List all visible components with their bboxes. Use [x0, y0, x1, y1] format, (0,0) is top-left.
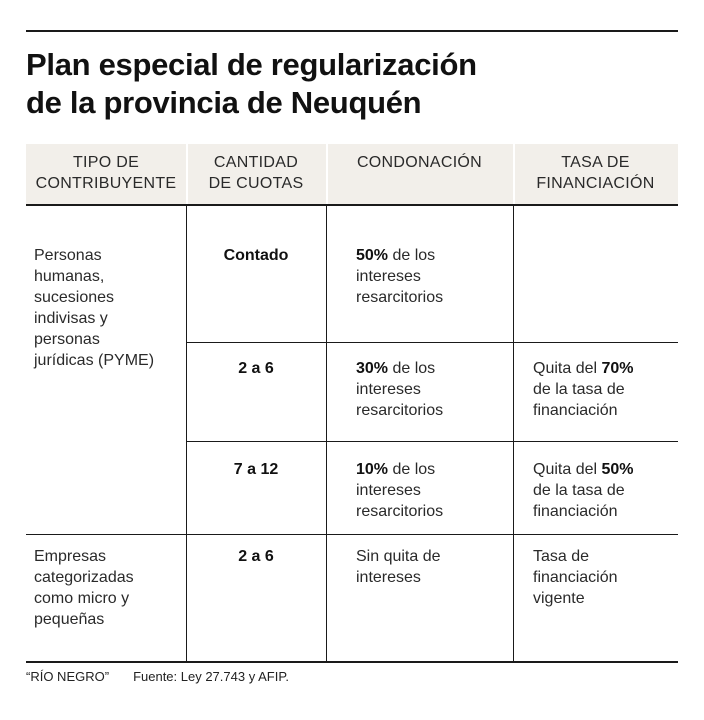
text-fragment: de los: [388, 461, 436, 478]
header-line: FINANCIACIÓN: [536, 175, 655, 192]
text-line: intereses: [356, 381, 421, 398]
title-line-1: Plan especial de regularización: [26, 47, 477, 82]
group2-condonacion: Sin quita de intereses: [356, 546, 506, 588]
text-line: jurídicas (PYME): [34, 352, 155, 369]
header-condonacion: CONDONACIÓN: [326, 152, 513, 173]
text-line: categorizadas: [34, 569, 134, 586]
percent-value: 70%: [601, 360, 634, 377]
group2-contributor-type: Empresas categorizadas como micro y pequ…: [34, 546, 184, 630]
row-divider: [186, 342, 678, 343]
row2-cuotas: 2 a 6: [238, 360, 274, 377]
text-line: 30% de los: [356, 358, 506, 379]
table-bottom-rule: [26, 661, 678, 663]
text-line: intereses: [356, 268, 421, 285]
group2-tasa: Tasa de financiación vigente: [533, 546, 673, 609]
row2-tasa: Quita del 70% de la tasa de financiación: [533, 358, 673, 421]
text-fragment: de los: [388, 360, 436, 377]
text-line: financiación: [533, 503, 618, 520]
text-fragment: de los: [388, 247, 436, 264]
text-line: Sin quita de: [356, 548, 441, 565]
text-line: Quita del 70%: [533, 358, 673, 379]
header-line: DE CUOTAS: [208, 175, 304, 192]
text-line: resarcitorios: [356, 402, 444, 419]
row3-tasa: Quita del 50% de la tasa de financiación: [533, 459, 673, 522]
column-divider: [513, 206, 514, 661]
percent-value: 50%: [601, 461, 634, 478]
title-line-2: de la provincia de Neuquén: [26, 85, 422, 120]
page-title: Plan especial de regularización de la pr…: [26, 46, 477, 122]
source-text: Fuente: Ley 27.743 y AFIP.: [133, 669, 289, 684]
regularization-table: TIPO DE CONTRIBUYENTE CANTIDAD DE CUOTAS…: [26, 144, 678, 663]
text-line: resarcitorios: [356, 289, 444, 306]
header-tipo-contribuyente: TIPO DE CONTRIBUYENTE: [26, 152, 186, 194]
credit-text: “RÍO NEGRO”: [26, 669, 110, 684]
text-line: sucesiones: [34, 289, 115, 306]
text-line: como micro y: [34, 590, 130, 607]
group-divider: [26, 534, 678, 535]
header-cantidad-cuotas: CANTIDAD DE CUOTAS: [186, 152, 326, 194]
text-line: resarcitorios: [356, 503, 444, 520]
column-divider: [186, 206, 187, 661]
header-separator: [513, 144, 515, 204]
footer: “RÍO NEGRO” Fuente: Ley 27.743 y AFIP.: [26, 669, 289, 685]
column-divider: [326, 206, 327, 661]
header-bottom-rule: [26, 204, 678, 206]
text-line: vigente: [533, 590, 585, 607]
text-line: Tasa de: [533, 548, 590, 565]
text-line: financiación: [533, 402, 618, 419]
table-header-row: [26, 144, 678, 204]
text-line: 10% de los: [356, 459, 506, 480]
row1-condonacion: 50% de los intereses resarcitorios: [356, 245, 506, 308]
header-tasa-financiacion: TASA DE FINANCIACIÓN: [513, 152, 678, 194]
text-line: humanas,: [34, 268, 105, 285]
text-line: 50% de los: [356, 245, 506, 266]
row3-cuotas: 7 a 12: [233, 461, 279, 478]
header-separator: [186, 144, 188, 204]
text-line: intereses: [356, 569, 421, 586]
text-line: intereses: [356, 482, 421, 499]
text-line: pequeñas: [34, 611, 105, 628]
text-line: indivisas y: [34, 310, 108, 327]
text-line: Quita del 50%: [533, 459, 673, 480]
group2-cuotas: 2 a 6: [238, 548, 274, 565]
header-line: TIPO DE: [72, 154, 140, 171]
text-fragment: Quita del: [533, 461, 602, 478]
text-line: Personas: [34, 247, 102, 264]
percent-value: 10%: [356, 461, 389, 478]
top-rule: [26, 30, 678, 32]
row1-cuotas: Contado: [223, 247, 289, 264]
text-line: personas: [34, 331, 100, 348]
percent-value: 30%: [356, 360, 389, 377]
header-line: CONTRIBUYENTE: [35, 175, 177, 192]
row2-condonacion: 30% de los intereses resarcitorios: [356, 358, 506, 421]
percent-value: 50%: [356, 247, 389, 264]
text-line: Empresas: [34, 548, 107, 565]
header-line: CANTIDAD: [213, 154, 299, 171]
header-separator: [326, 144, 328, 204]
text-fragment: Quita del: [533, 360, 602, 377]
group1-contributor-type: Personas humanas, sucesiones indivisas y…: [34, 245, 184, 371]
header-line: TASA DE: [561, 154, 630, 171]
text-line: de la tasa de: [533, 482, 625, 499]
text-line: de la tasa de: [533, 381, 625, 398]
text-line: financiación: [533, 569, 618, 586]
header-line: CONDONACIÓN: [356, 154, 483, 171]
row-divider: [186, 441, 678, 442]
row3-condonacion: 10% de los intereses resarcitorios: [356, 459, 506, 522]
